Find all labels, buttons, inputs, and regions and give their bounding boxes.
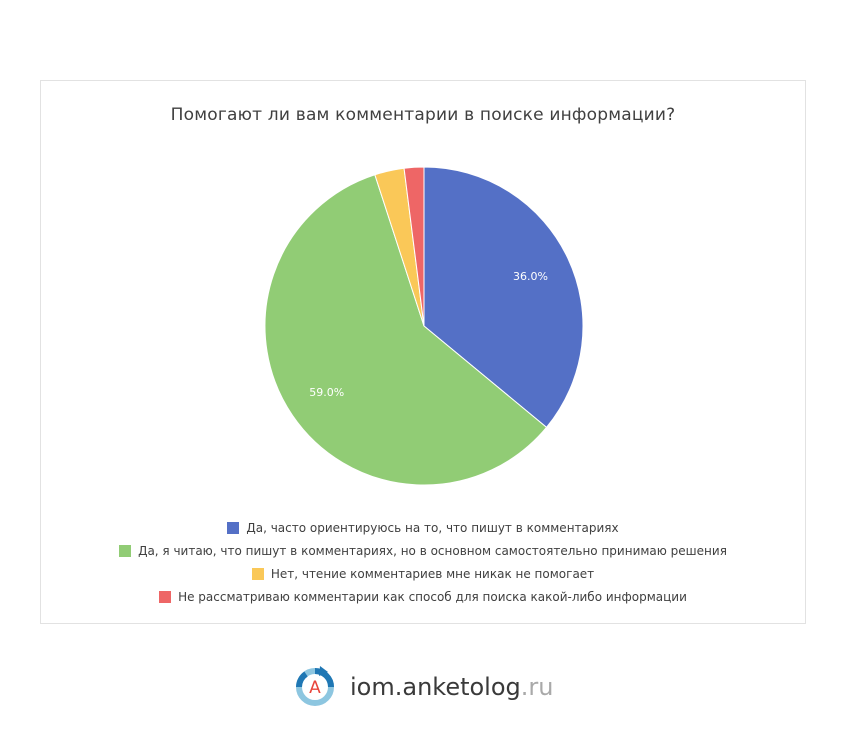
legend-item-2[interactable]: Нет, чтение комментариев мне никак не по… (251, 562, 595, 585)
pie-data-label-0: 36.0% (513, 270, 548, 283)
chart-card: Помогают ли вам комментарии в поиске инф… (40, 80, 806, 624)
pie-slice-1 (264, 174, 548, 486)
legend-item-1[interactable]: Да, я читаю, что пишут в комментариях, н… (119, 539, 727, 562)
legend-swatch (227, 521, 240, 534)
legend-item-3[interactable]: Не рассматриваю комментарии как способ д… (159, 585, 687, 608)
legend-label: Не рассматриваю комментарии как способ д… (178, 589, 687, 604)
chart-legend: Да, часто ориентируюсь на то, что пишут … (41, 516, 805, 608)
legend-swatch (159, 590, 172, 603)
brand-name: iom.anketolog (350, 673, 521, 701)
pie-slice-0 (423, 166, 584, 429)
legend-swatch (119, 544, 132, 557)
logo-letter: A (309, 678, 321, 698)
anketolog-logo-icon: A (296, 666, 334, 706)
pie-slice-3 (403, 166, 425, 327)
pie-data-label-1: 59.0% (309, 386, 344, 399)
pie-chart: 36.0% 59.0% (264, 166, 584, 486)
chart-title: Помогают ли вам комментарии в поиске инф… (170, 105, 676, 125)
legend-label: Нет, чтение комментариев мне никак не по… (270, 566, 595, 581)
legend-label: Да, я читаю, что пишут в комментариях, н… (138, 543, 727, 558)
brand-tld: .ru (520, 673, 554, 701)
brand-footer: A iom.anketolog .ru (292, 664, 553, 710)
legend-label: Да, часто ориентируюсь на то, что пишут … (246, 520, 619, 535)
legend-item-0[interactable]: Да, часто ориентируюсь на то, что пишут … (227, 516, 619, 539)
legend-swatch (251, 567, 264, 580)
